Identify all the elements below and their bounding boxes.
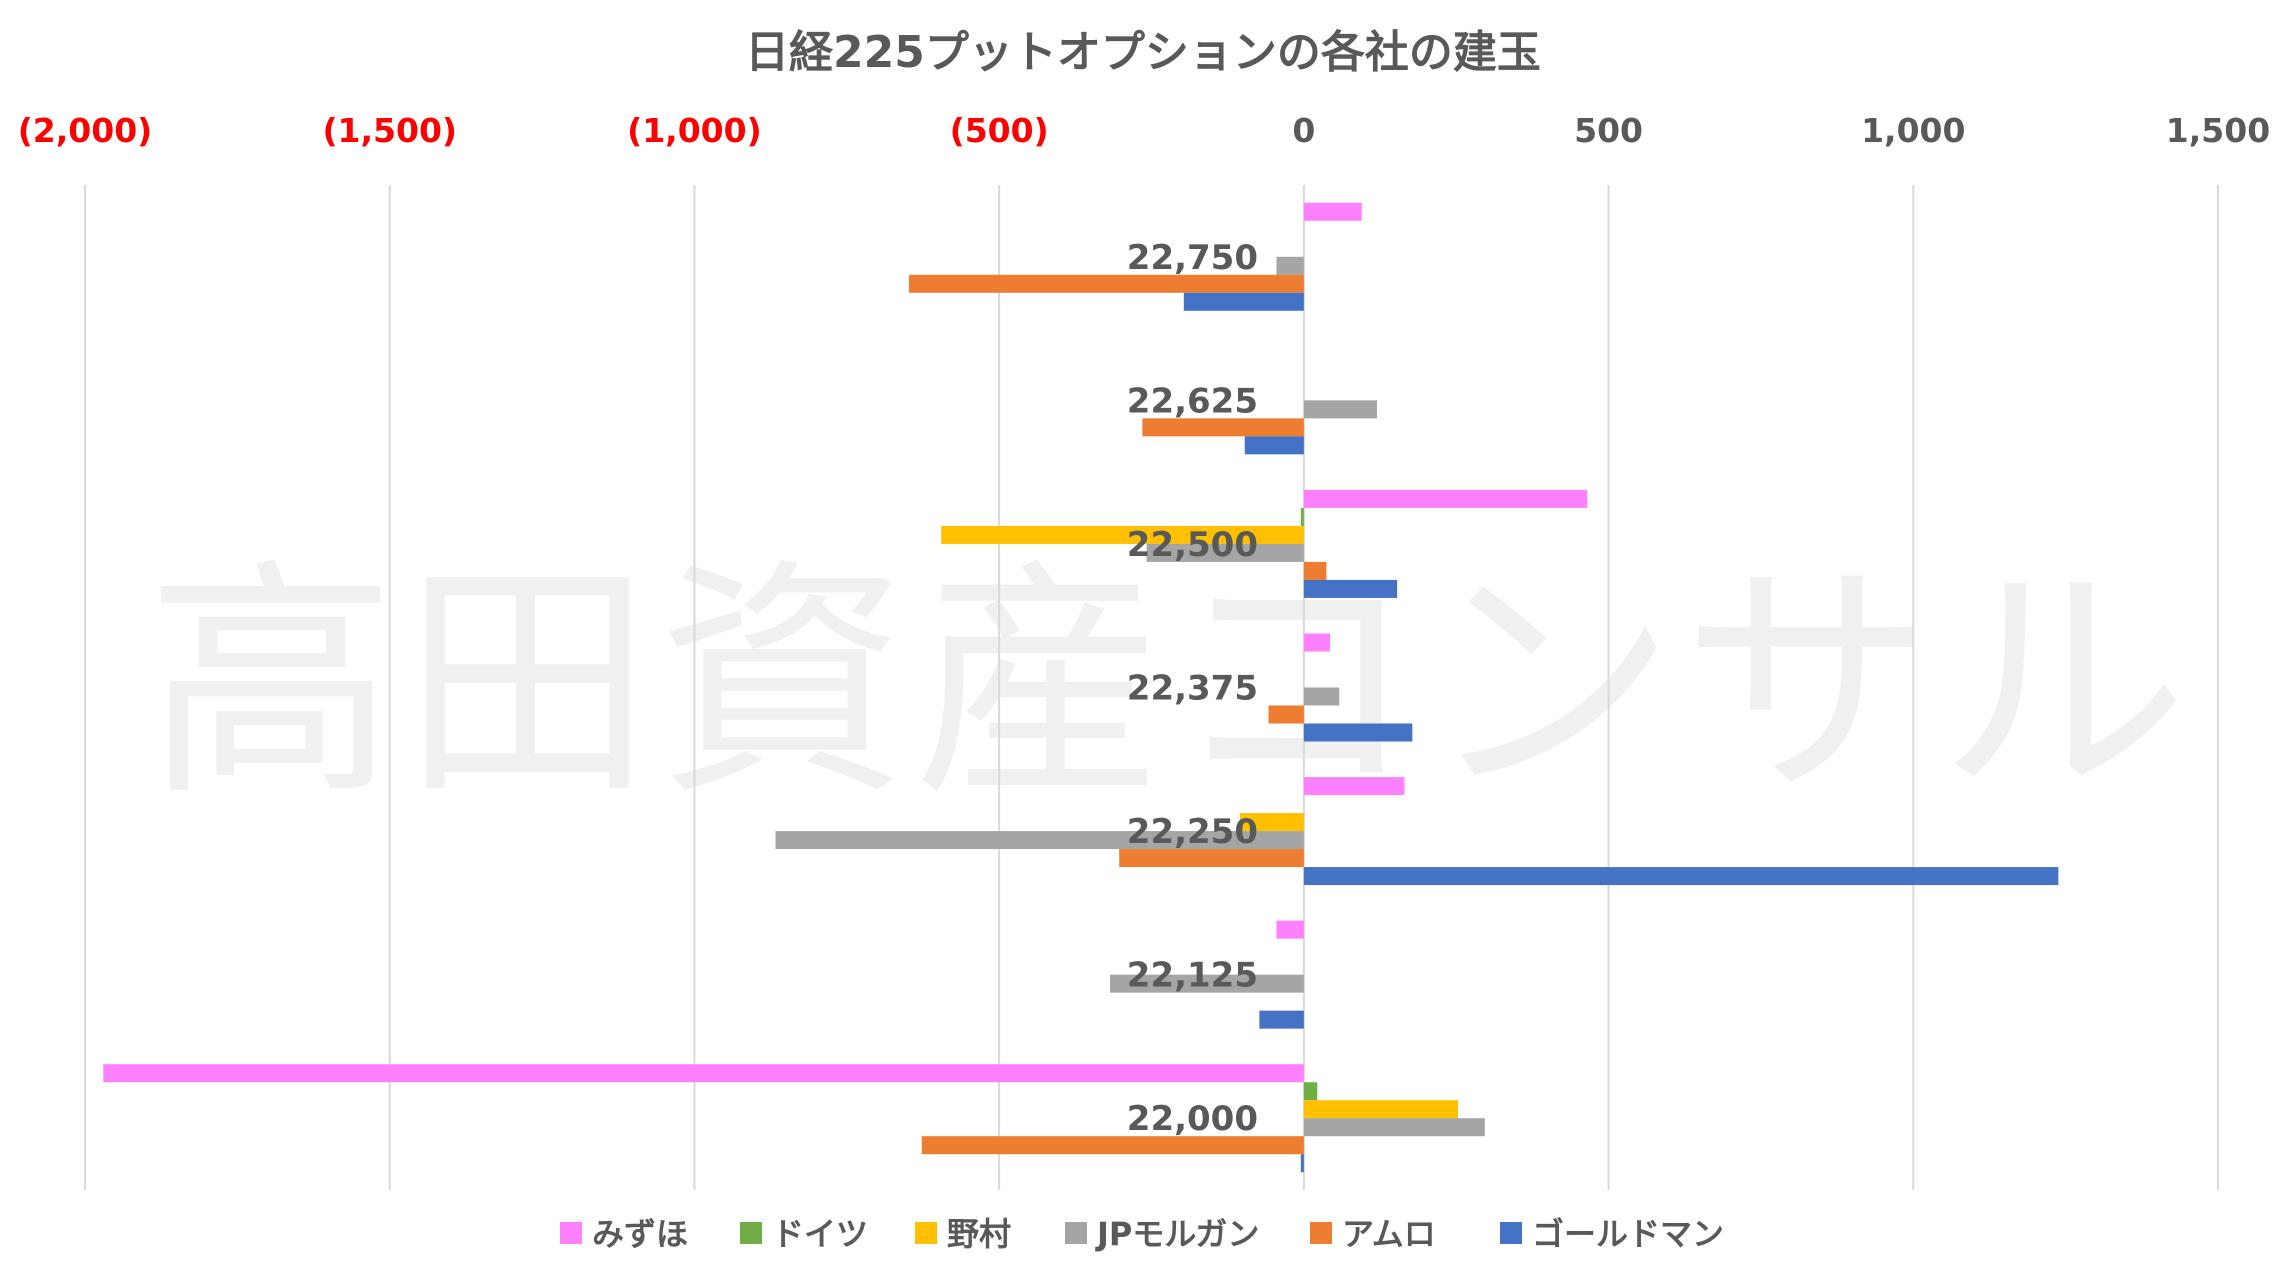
bar: [775, 831, 1304, 850]
bar: [1268, 705, 1304, 724]
bar: [921, 1136, 1304, 1155]
bar: [1303, 561, 1327, 580]
bar: [1303, 202, 1362, 221]
bar: [1119, 849, 1304, 868]
bar: [1239, 813, 1304, 832]
bar: [1300, 1154, 1304, 1173]
x-tick-label: 0: [1292, 111, 1315, 150]
legend-label: ゴールドマン: [1532, 1215, 1724, 1253]
bar: [941, 525, 1304, 544]
legend-label: アムロ: [1342, 1215, 1436, 1253]
bar: [1303, 723, 1413, 742]
grid-lines: [84, 185, 2219, 1190]
bar: [908, 274, 1304, 293]
bar-series: [103, 202, 2059, 1173]
category-label: 22,000: [1127, 1099, 1258, 1139]
x-tick-label: (2,000): [18, 111, 153, 150]
x-tick-label: 1,500: [2166, 111, 2270, 150]
bar: [1244, 436, 1304, 455]
legend-label: ドイツ: [772, 1215, 868, 1253]
x-tick-label: 1,000: [1861, 111, 1965, 150]
bar: [1276, 920, 1304, 939]
bar: [1110, 974, 1304, 993]
bar: [103, 1064, 1304, 1083]
category-labels: 22,750 22,625 22,500 22,375 22,250 22,125 22,0…: [1127, 238, 1258, 1139]
bar: [1303, 687, 1340, 706]
bar: [1303, 400, 1377, 419]
legend-label: JPモルガン: [1095, 1215, 1259, 1253]
bar: [1303, 633, 1331, 652]
bar: [1303, 579, 1398, 598]
chart-title: 日経225プットオプションの各社の建玉: [745, 27, 1541, 78]
category-label: 22,500: [1127, 525, 1258, 565]
legend-swatch: [1065, 1222, 1087, 1244]
bar: [1303, 1082, 1318, 1101]
legend: みずほ ドイツ 野村 JPモルガン アムロ ゴールドマン: [560, 1215, 1724, 1253]
category-label: 22,125: [1127, 956, 1258, 996]
category-label: 22,250: [1127, 812, 1258, 852]
category-label: 22,750: [1127, 238, 1258, 278]
x-axis: (2,000) (1,500) (1,000) (500) 0 500 1,000 1,500: [18, 111, 2270, 150]
legend-swatch: [915, 1222, 937, 1244]
bar: [1300, 507, 1304, 526]
x-tick-label: (1,000): [627, 111, 762, 150]
bar: [1303, 489, 1588, 508]
legend-swatch: [740, 1222, 762, 1244]
legend-label: 野村: [947, 1215, 1011, 1253]
x-tick-label: 500: [1574, 111, 1643, 150]
legend-swatch: [560, 1222, 582, 1244]
bar: [1142, 418, 1304, 437]
legend-label: みずほ: [592, 1215, 688, 1253]
category-label: 22,375: [1127, 669, 1258, 709]
bar: [1303, 1100, 1459, 1119]
bar: [1259, 1010, 1304, 1029]
legend-swatch: [1500, 1222, 1522, 1244]
category-label: 22,625: [1127, 381, 1258, 421]
bar: [1303, 777, 1405, 796]
bar: [1183, 292, 1304, 311]
x-tick-label: (500): [950, 111, 1049, 150]
bar: [1303, 867, 2059, 886]
bar: [1146, 543, 1304, 562]
bar: [1303, 1118, 1485, 1137]
bar: [1276, 256, 1304, 275]
legend-swatch: [1310, 1222, 1332, 1244]
chart-watermark: 高田資産コンサル: [146, 538, 2194, 829]
x-tick-label: (1,500): [322, 111, 457, 150]
